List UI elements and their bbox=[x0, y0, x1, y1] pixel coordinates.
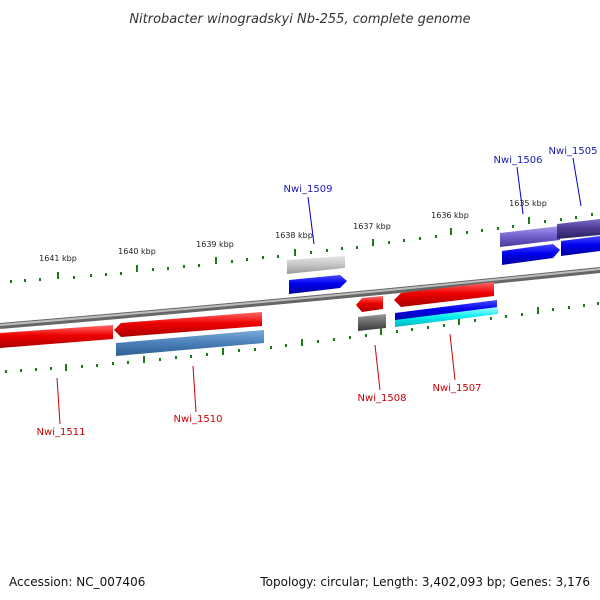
gene-label[interactable]: Nwi_1507 bbox=[433, 383, 482, 394]
leader-lines bbox=[56, 157, 582, 425]
gene-nwi-1508-shadow[interactable] bbox=[358, 314, 386, 331]
forward-genes bbox=[287, 219, 600, 294]
gene-label[interactable]: Nwi_1506 bbox=[494, 155, 543, 166]
accession-text: Accession: NC_007406 bbox=[9, 575, 145, 589]
tick-label: 1639 kbp bbox=[196, 240, 234, 249]
gene-label[interactable]: Nwi_1511 bbox=[37, 427, 86, 438]
gene-label[interactable]: Nwi_1508 bbox=[358, 393, 407, 404]
genome-backbone-highlight bbox=[0, 268, 600, 326]
reverse-genes bbox=[0, 282, 498, 356]
gene-nwi-1510-shadow[interactable] bbox=[116, 330, 264, 356]
gene-labels-top: Nwi_1509 Nwi_1506 Nwi_1505 bbox=[284, 146, 598, 195]
upper-tick-row bbox=[10, 213, 593, 283]
gene-nwi-1508[interactable] bbox=[356, 296, 383, 312]
gene-label[interactable]: Nwi_1510 bbox=[174, 414, 223, 425]
tick-label: 1641 kbp bbox=[39, 254, 77, 263]
tick-label: 1637 kbp bbox=[353, 222, 391, 231]
gene-nwi-1506[interactable] bbox=[502, 244, 560, 265]
tick-labels: 1641 kbp 1640 kbp 1639 kbp 1638 kbp 1637… bbox=[39, 199, 547, 263]
tick-label: 1636 kbp bbox=[431, 211, 469, 220]
gene-nwi-1505[interactable] bbox=[561, 236, 600, 256]
gene-nwi-1507-overlap[interactable] bbox=[395, 300, 497, 321]
tick-label: 1640 kbp bbox=[118, 247, 156, 256]
tick-label: 1635 kbp bbox=[509, 199, 547, 208]
lower-tick-row bbox=[5, 302, 599, 373]
gene-nwi-1509-shadow[interactable] bbox=[287, 256, 345, 274]
topology-text: Topology: circular; Length: 3,402,093 bp… bbox=[259, 575, 590, 589]
gene-nwi-1509[interactable] bbox=[289, 275, 347, 294]
gene-nwi-1507-shadow[interactable] bbox=[395, 307, 498, 327]
gene-nwi-1511[interactable] bbox=[0, 325, 113, 348]
map-title: Nitrobacter winogradskyi Nb-255, complet… bbox=[129, 12, 470, 27]
gene-nwi-1510[interactable] bbox=[114, 312, 262, 337]
gene-nwi-1506-shadow[interactable] bbox=[500, 226, 560, 247]
gene-label[interactable]: Nwi_1505 bbox=[549, 146, 598, 157]
gene-labels-bottom: Nwi_1511 Nwi_1510 Nwi_1508 Nwi_1507 bbox=[37, 383, 482, 438]
gene-nwi-1505-shadow[interactable] bbox=[557, 219, 600, 239]
gene-nwi-1507[interactable] bbox=[394, 282, 494, 307]
gene-label[interactable]: Nwi_1509 bbox=[284, 184, 333, 195]
tick-label: 1638 kbp bbox=[275, 231, 313, 240]
